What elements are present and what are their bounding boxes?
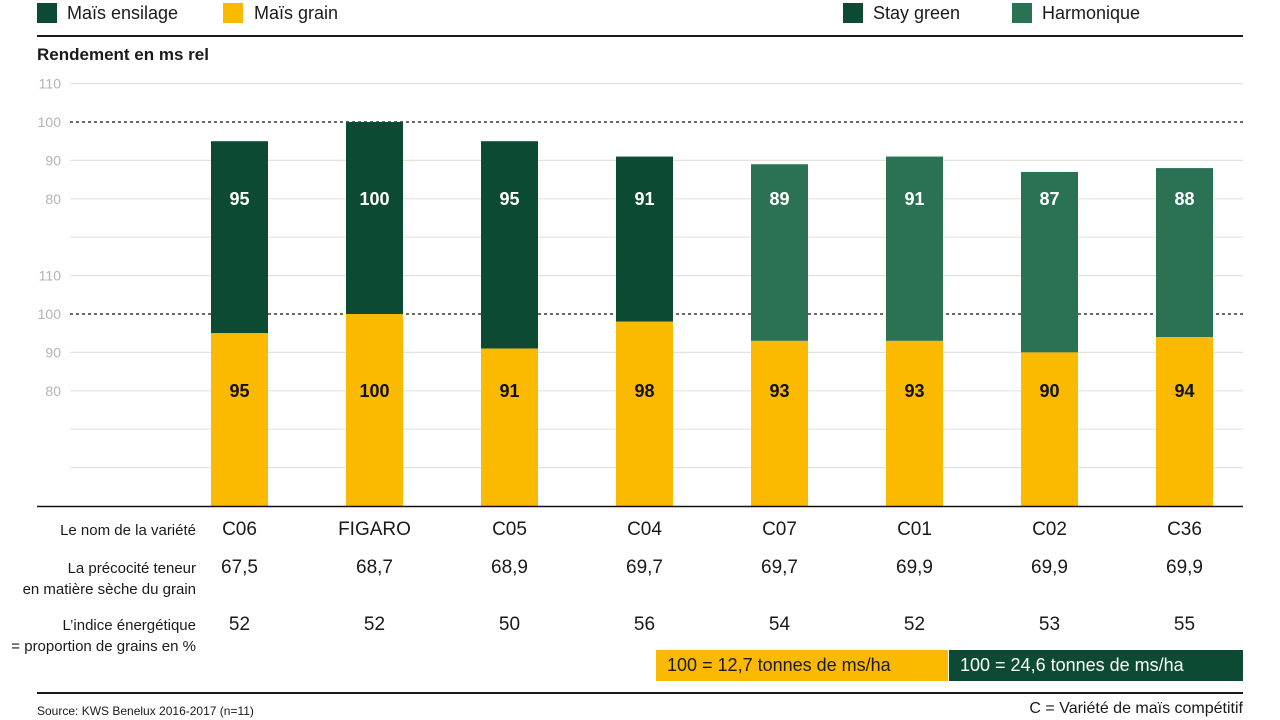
cell-variety-name: C02: [1032, 519, 1067, 540]
bar-mais-grain-c05: [481, 348, 538, 506]
legend-label-mais-grain: Maïs grain: [254, 3, 339, 23]
row-label-line: L’indice énergétique: [62, 617, 196, 634]
row-label-indice-energetique: L’indice énergétique = proportion de gra…: [0, 615, 196, 657]
row-label-line: La précocité teneur: [67, 560, 196, 577]
footnote-competitor: C = Variété de maïs compétitif: [1029, 700, 1243, 717]
bar-mais-grain-c07: [751, 340, 808, 506]
y-axis-title: Rendement en ms rel: [37, 45, 209, 64]
cell-precocite: 68,9: [491, 557, 528, 578]
cell-precocite: 68,7: [356, 557, 393, 578]
bar-mais-ensilage-c05: [481, 141, 538, 349]
chart-plot: 80 90 100 110 80 90 100 110 95 95 100 100 95 91 91 98 89…: [37, 76, 1243, 508]
bar-mais-grain-c02: [1021, 352, 1078, 506]
cell-indice-energetique: 52: [228, 614, 251, 635]
row-label-variety-name: Le nom de la variété: [0, 520, 196, 541]
cell-precocite: 69,7: [626, 557, 663, 578]
cell-indice-energetique: 53: [1038, 614, 1061, 635]
cell-variety-name: C06: [222, 519, 257, 540]
cell-indice-energetique: 50: [498, 614, 521, 635]
data-label-mais-ensilage-c07: 89: [769, 189, 789, 209]
legend-swatch-mais-ensilage: [37, 3, 57, 23]
data-label-mais-grain-c02: 90: [1039, 381, 1059, 401]
bar-mais-grain-c36: [1156, 337, 1213, 506]
data-label-mais-grain-c05: 91: [499, 381, 519, 401]
bar-mais-ensilage-figaro: [346, 122, 403, 314]
bar-mais-ensilage-c01: [886, 156, 943, 341]
cell-indice-energetique: 52: [363, 614, 386, 635]
legend-swatch-harmonique: [1012, 3, 1032, 23]
source-note: Source: KWS Benelux 2016-2017 (n=11): [37, 704, 254, 718]
labels: 80 90 100 110 80 90 100 110 95 95 100 100 95 91 91 98 89…: [37, 76, 1243, 508]
cell-precocite: 69,9: [1031, 557, 1068, 578]
cell-variety-name: FIGARO: [338, 519, 411, 540]
cell-variety-name: C07: [762, 519, 797, 540]
bar-mais-ensilage-c02: [1021, 171, 1078, 353]
row-label-line: Le nom de la variété: [60, 522, 196, 539]
bar-mais-ensilage-c07: [751, 164, 808, 341]
y-tick-label: 100: [38, 306, 62, 322]
bar-mais-ensilage-c04: [616, 156, 673, 322]
data-label-mais-ensilage-c04: 91: [634, 189, 654, 209]
data-label-mais-grain-c01: 93: [904, 381, 924, 401]
y-tick-label: 90: [45, 152, 61, 168]
data-label-mais-grain-c07: 93: [769, 381, 789, 401]
cell-indice-energetique: 54: [768, 614, 791, 635]
cell-indice-energetique: 52: [903, 614, 926, 635]
cell-variety-name: C36: [1167, 519, 1202, 540]
row-label-precocite: La précocité teneur en matière sèche du …: [0, 558, 196, 600]
cell-variety-name: C04: [627, 519, 662, 540]
cell-precocite: 69,9: [1166, 557, 1203, 578]
y-tick-label: 90: [45, 344, 61, 360]
y-tick-label: 80: [45, 191, 61, 207]
cell-precocite: 67,5: [221, 557, 258, 578]
legend-label-stay-green: Stay green: [873, 3, 961, 23]
row-label-line: = proportion de grains en %: [11, 638, 196, 655]
bars: [211, 122, 1213, 506]
cell-indice-energetique: 55: [1173, 614, 1196, 635]
cell-precocite: 69,7: [761, 557, 798, 578]
cell-variety-name: C05: [492, 519, 527, 540]
data-label-mais-grain-c36: 94: [1174, 381, 1194, 401]
top-divider: [37, 35, 1243, 37]
bar-mais-ensilage-c36: [1156, 168, 1213, 338]
data-label-mais-grain-figaro: 100: [359, 381, 389, 401]
y-tick-label: 110: [39, 268, 62, 284]
data-label-mais-ensilage-figaro: 100: [359, 189, 389, 209]
bottom-divider: [37, 692, 1243, 694]
legend-label-harmonique: Harmonique: [1042, 3, 1141, 23]
cell-variety-name: C01: [897, 519, 932, 540]
cell-indice-energetique: 56: [633, 614, 656, 635]
scale-note-mais-ensilage: 100 = 24,6 tonnes de ms/ha: [949, 650, 1243, 681]
row-label-line: en matière sèche du grain: [22, 581, 196, 598]
bar-mais-grain-c01: [886, 340, 943, 506]
legend-swatch-mais-grain: [223, 3, 243, 23]
data-label-mais-ensilage-c05: 95: [499, 189, 519, 209]
bar-mais-grain-c06: [211, 333, 268, 506]
scale-note-mais-grain: 100 = 12,7 tonnes de ms/ha: [656, 650, 948, 681]
y-tick-label: 110: [39, 76, 62, 92]
data-label-mais-ensilage-c06: 95: [229, 189, 249, 209]
cell-precocite: 69,9: [896, 557, 933, 578]
bar-mais-grain-c04: [616, 321, 673, 506]
data-label-mais-grain-c06: 95: [229, 381, 249, 401]
bar-mais-ensilage-c06: [211, 141, 268, 334]
data-label-mais-grain-c04: 98: [634, 381, 654, 401]
bar-mais-grain-figaro: [346, 314, 403, 506]
legend-swatch-stay-green: [843, 3, 863, 23]
data-label-mais-ensilage-c02: 87: [1039, 189, 1059, 209]
y-tick-label: 100: [38, 114, 62, 130]
legend-label-mais-ensilage: Maïs ensilage: [67, 3, 179, 23]
data-label-mais-ensilage-c36: 88: [1174, 189, 1194, 209]
y-tick-label: 80: [45, 383, 61, 399]
data-label-mais-ensilage-c01: 91: [904, 189, 924, 209]
